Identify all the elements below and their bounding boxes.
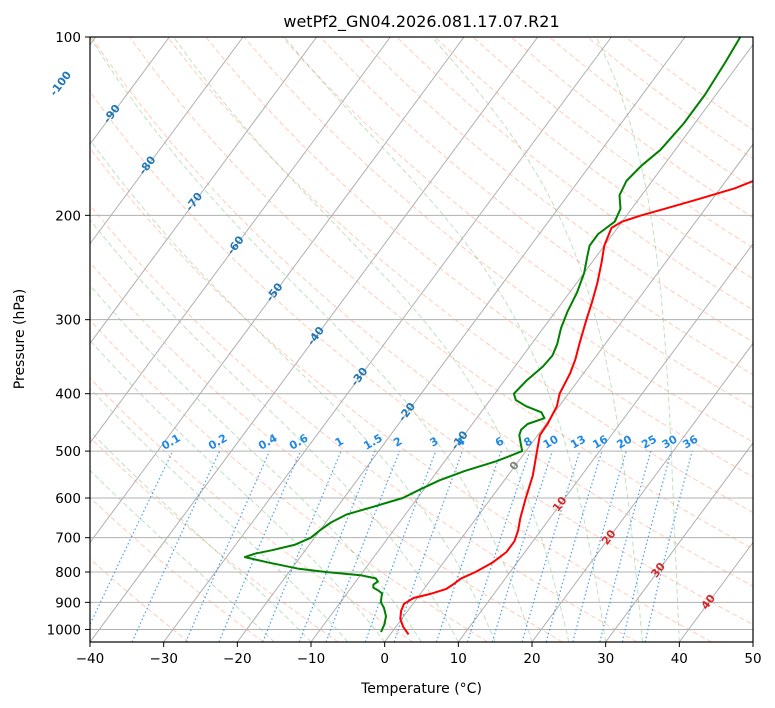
y-tick-label: 100 — [55, 30, 81, 46]
dry-adiabat-line — [90, 261, 563, 642]
mixing-ratio-line — [572, 450, 627, 642]
isotherm-line — [90, 37, 318, 345]
dry-adiabat-line — [90, 558, 190, 642]
mixing-ratio-line — [393, 450, 463, 642]
mixing-ratio-line — [491, 450, 554, 642]
y-tick-label: 600 — [55, 491, 81, 507]
isotherm-line — [310, 43, 753, 642]
moist-adiabat-line — [173, 37, 570, 642]
x-tick-label: −10 — [297, 651, 326, 667]
mixing-ratio-line — [364, 450, 437, 642]
y-tick-label: 300 — [55, 313, 81, 329]
mixing-ratio-line — [185, 450, 271, 642]
x-axis: −40 −30 −20 −10 0 10 20 30 40 50 — [76, 642, 762, 667]
dry-adiabat-line — [90, 90, 753, 626]
moist-adiabat-line — [90, 37, 533, 642]
x-tick-label: −20 — [223, 651, 252, 667]
mixing-ratio-line — [218, 450, 302, 642]
mixing-ratio-line — [435, 450, 502, 642]
dry-adiabat-line — [90, 147, 712, 642]
y-tick-label: 500 — [55, 444, 81, 460]
x-tick-label: 50 — [744, 651, 761, 667]
sounding-profiles — [243, 37, 753, 636]
chart-title: wetPf2_GN04.2026.081.17.07.R21 — [283, 12, 559, 32]
dry-adiabat-line — [396, 37, 753, 311]
moist-adiabat-line — [90, 138, 496, 642]
isotherm-line — [90, 37, 465, 544]
x-tick-label: 20 — [523, 651, 540, 667]
mixing-ratio-line — [521, 450, 581, 642]
mixing-ratio-line — [599, 450, 652, 642]
isotherm-line — [605, 442, 753, 642]
y-tick-label: 200 — [55, 208, 81, 224]
isotherm-line — [90, 37, 391, 444]
background-lines — [90, 37, 753, 642]
isotherm-line — [90, 37, 539, 642]
dry-adiabat-line — [243, 37, 753, 443]
mixing-ratio-line — [545, 450, 603, 642]
y-tick-label: 1000 — [47, 622, 81, 638]
moist-adiabat-line — [90, 387, 349, 642]
x-tick-label: −30 — [149, 651, 178, 667]
isotherm-line — [531, 342, 753, 642]
mixing-ratio-line — [298, 450, 376, 642]
isotherm-line — [236, 37, 686, 642]
y-tick-label: 900 — [55, 595, 81, 611]
isotherm-line — [163, 37, 612, 642]
isotherm-line — [90, 37, 170, 146]
x-axis-title: Temperature (°C) — [360, 681, 482, 697]
moist-adiabat-line — [431, 37, 643, 642]
x-tick-label: 10 — [450, 651, 467, 667]
dry-adiabat-line — [90, 319, 488, 642]
temperature-profile-line — [399, 179, 753, 636]
isotherm-line — [457, 242, 753, 642]
dry-adiabat-line — [167, 37, 753, 514]
isotherm-line — [90, 37, 244, 245]
moist-adiabat-line — [90, 219, 459, 642]
mixing-ratio-line — [262, 450, 342, 642]
moist-adiabat-line — [595, 37, 680, 642]
isotherm-line — [384, 143, 753, 642]
y-tick-label: 700 — [55, 531, 81, 547]
y-axis-title: Pressure (hPa) — [12, 289, 28, 389]
mixing-ratio-line — [466, 450, 531, 642]
moist-adiabat-line — [90, 469, 275, 642]
moist-adiabat-line — [284, 37, 607, 642]
moist-adiabat-line — [90, 284, 422, 642]
x-tick-label: 0 — [380, 651, 389, 667]
x-tick-label: 30 — [597, 651, 614, 667]
x-tick-label: −40 — [76, 651, 105, 667]
dry-adiabat-line — [90, 204, 638, 642]
mixing-ratio-line — [325, 450, 401, 642]
dewpoint-profile-line — [243, 37, 742, 633]
y-axis: 100 200 300 400 500 600 700 800 900 1000 — [47, 30, 90, 638]
y-tick-label: 800 — [55, 565, 81, 581]
dry-adiabat-line — [281, 37, 753, 409]
x-tick-label: 40 — [671, 651, 688, 667]
mixing-ratio-line — [644, 450, 693, 642]
mixing-ratio-line — [621, 450, 672, 642]
plot-frame — [89, 36, 754, 643]
y-tick-label: 400 — [55, 387, 81, 403]
